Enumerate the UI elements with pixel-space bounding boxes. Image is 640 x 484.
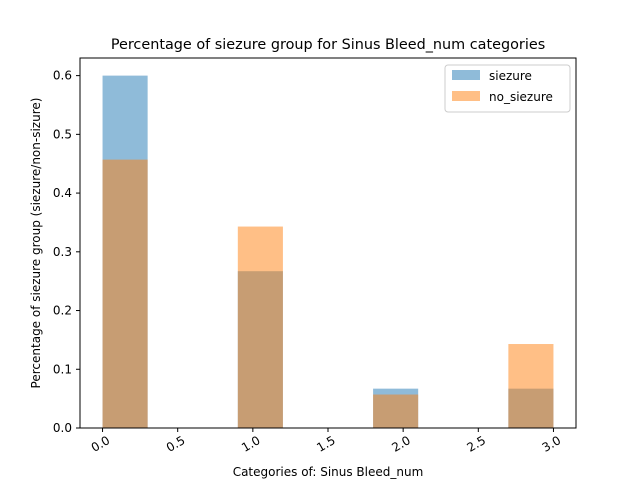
y-tick-label: 0.5 [53,127,72,141]
y-axis-ticks: 0.0 0.1 0.2 0.3 0.4 0.5 0.6 [53,69,80,435]
y-tick-label: 0.4 [53,186,72,200]
y-tick-label: 0.0 [53,421,72,435]
y-tick-label: 0.6 [53,69,72,83]
legend-swatch-siezure [452,70,480,80]
bar-no_siezure-0 [102,159,148,428]
legend-label-no_siezure: no_siezure [489,90,553,104]
y-axis-label: Percentage of siezure group (siezure/non… [29,98,43,389]
legend-swatch-no_siezure [452,91,480,101]
bar-no_siezure-1 [237,226,283,428]
y-tick-label: 0.3 [53,245,72,259]
chart-title: Percentage of siezure group for Sinus Bl… [111,37,545,53]
bars-layer [102,75,554,428]
x-axis-label: Categories of: Sinus Bleed_num [233,465,424,479]
bar-no_siezure-3 [508,344,554,428]
y-tick-label: 0.2 [53,304,72,318]
bar-no_siezure-2 [373,394,419,428]
y-tick-label: 0.1 [53,362,72,376]
legend-label-siezure: siezure [489,69,532,83]
plot-frame [79,57,577,429]
legend: siezure no_siezure [444,64,571,113]
